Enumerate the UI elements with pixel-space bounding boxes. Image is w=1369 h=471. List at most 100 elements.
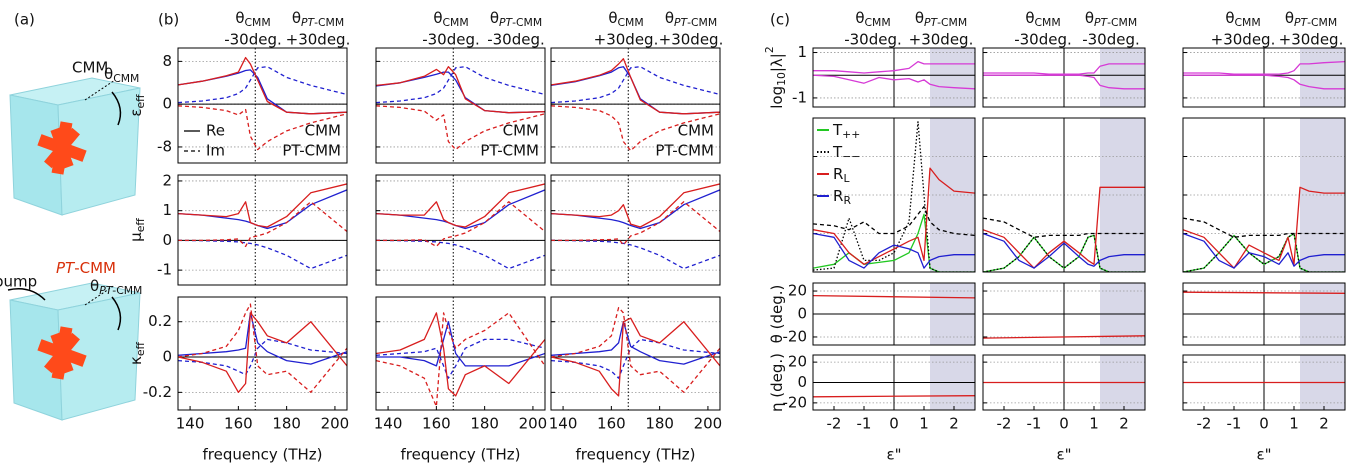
series-line [983,186,1145,269]
column-header-part: PT [924,16,939,29]
series-line [178,312,347,393]
plot-frame [550,296,721,411]
series-line [376,239,545,270]
column-header-part: θ [235,9,244,27]
series-line [1183,60,1345,75]
plot-frame [812,282,976,346]
y-axis-label-part: κ [127,356,145,365]
series-line [551,239,720,270]
series-line [551,58,720,115]
y-tick-label: 0 [797,373,807,391]
series-line [376,183,545,228]
annotation: CMM [678,122,714,140]
series-line [813,60,975,74]
x-axis-label: ε" [1056,446,1071,464]
column-header: θPT-CMM [490,9,542,30]
y-tick-label: -20 [783,327,808,345]
shaded-region [930,48,975,107]
annotation: PT-CMM [655,142,714,160]
panel-label: (b) [158,11,179,29]
series-line [178,56,347,115]
plot-frame [812,117,976,273]
column-header-part: PT [1294,16,1309,29]
series-line [178,105,347,151]
column-header: θCMM [1025,9,1060,30]
plot-frame [1182,47,1346,108]
plot-frame [375,47,546,164]
y-tick-label: -1 [792,88,807,106]
y-axis-label: η (deg.) [768,353,786,412]
x-tick-label: 2 [1119,415,1129,433]
series-line [1183,74,1345,90]
plot-frame [550,47,721,164]
series-line [551,66,720,104]
column-header-angle: +30deg. [594,31,659,49]
x-tick-label: 1 [1289,415,1299,433]
series-line [376,321,545,367]
plot-frame [982,282,1146,346]
plot-area [178,175,347,285]
column-header-angle: -30deg. [487,31,545,49]
y-tick-label: 0 [162,95,172,113]
x-tick-label: 1 [919,415,929,433]
y-axis-label-part: μ [127,232,145,242]
series-line [376,312,545,397]
x-axis-label: ε" [1256,446,1271,464]
y-tick-label: 1 [162,201,172,219]
y-axis-label: μeff [127,218,148,242]
panel-label: (c) [770,11,790,29]
annotation: CMM [503,122,539,140]
column-header: θPT-CMM [915,9,967,30]
column-header-part: PT [674,16,689,29]
angle-label-part: PT [99,284,114,297]
column-header: θCMM [433,9,468,30]
column-header-part: θ [1025,9,1034,27]
y-axis-label-part: θ (deg.) [768,285,786,344]
legend-label: RR [833,187,851,208]
pump-arrow [7,288,46,301]
panel-label: (a) [14,11,35,29]
plot-frame [1182,354,1346,411]
series-line [813,294,975,299]
x-tick-label: -2 [1197,415,1212,433]
y-axis-label-part: eff [134,341,147,356]
plot-frame [375,174,546,286]
legend-label: Im [206,142,225,160]
x-tick-label: 140 [549,415,578,433]
angle-label: θPT-CMM [90,277,142,298]
column-header-angle: +30deg. [909,31,974,49]
x-tick-label: -2 [997,415,1012,433]
column-header-part: θ [855,9,864,27]
plot-frame [982,47,1146,108]
series-line [376,201,545,248]
plot-frame [812,47,976,108]
pt-cmm-title-part: PT [56,259,76,277]
column-header-part: CMM [1235,16,1261,29]
plot-frame [177,296,348,411]
y-tick-label: 8 [162,52,172,70]
y-tick-label: 0 [797,305,807,323]
column-header-part: -CMM [937,16,967,29]
column-header-angle: -30deg. [844,31,902,49]
y-tick-label: -0.2 [143,383,172,401]
legend-label: T++ [832,121,860,142]
column-header: θPT-CMM [1285,9,1337,30]
panel-a-drawing [7,77,141,421]
plot-area [376,297,545,410]
y-tick-label: 0 [162,348,172,366]
plot-frame [550,174,721,286]
column-header: θCMM [235,9,270,30]
series-line [178,338,347,376]
x-tick-label: 2 [949,415,959,433]
meta-atom [37,326,87,380]
plot-frame [982,117,1146,273]
x-tick-label: 180 [470,415,499,433]
column-header: θCMM [855,9,890,30]
meta-atom [37,121,87,175]
y-axis-label-part: ε [127,108,145,116]
y-tick-label: 2 [162,171,172,189]
x-axis-label: frequency (THz) [575,446,695,464]
column-header-part: θ [915,9,924,27]
column-header-part: PT [1094,16,1109,29]
column-header-part: CMM [618,16,644,29]
